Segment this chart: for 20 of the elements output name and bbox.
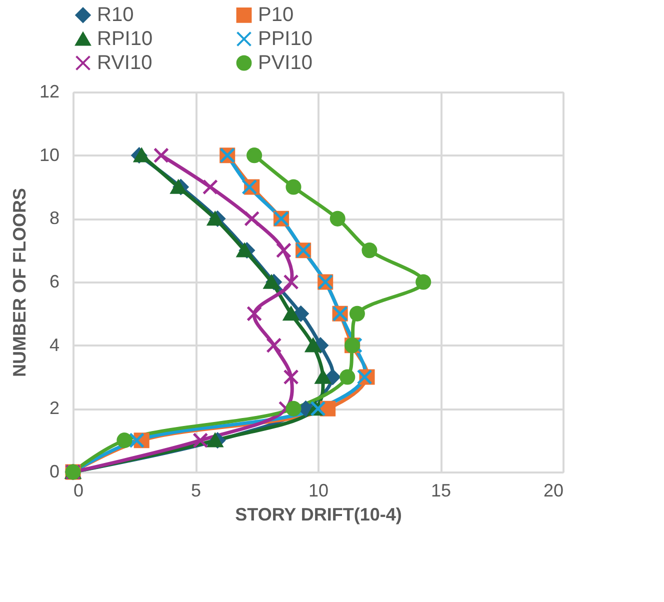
y-tick-label: 0 bbox=[49, 462, 60, 482]
y-tick-label: 4 bbox=[49, 334, 60, 355]
x-tick-label: 10 bbox=[308, 480, 329, 500]
x-tick-label: 0 bbox=[74, 480, 84, 500]
x-tick-label: 20 bbox=[543, 480, 564, 500]
y-tick-label: 2 bbox=[49, 398, 60, 418]
legend-label: R10 bbox=[97, 4, 134, 26]
y-tick-label: 10 bbox=[39, 144, 60, 165]
y-tick-label: 6 bbox=[49, 272, 60, 292]
legend-label: RVI10 bbox=[97, 52, 152, 74]
legend-label: PPI10 bbox=[258, 28, 312, 50]
y-tick-label: 8 bbox=[49, 208, 60, 228]
y-axis-title: NUMBER OF FLOORS bbox=[9, 188, 30, 377]
legend-label: P10 bbox=[258, 4, 294, 26]
x-tick-label: 5 bbox=[190, 480, 202, 500]
legend-label: PVI10 bbox=[258, 52, 312, 74]
x-tick-label: 15 bbox=[430, 480, 452, 500]
x-axis-title: STORY DRIFT(10-4) bbox=[235, 504, 402, 524]
legend-label: RPI10 bbox=[97, 28, 153, 50]
y-tick-label: 12 bbox=[39, 82, 60, 102]
